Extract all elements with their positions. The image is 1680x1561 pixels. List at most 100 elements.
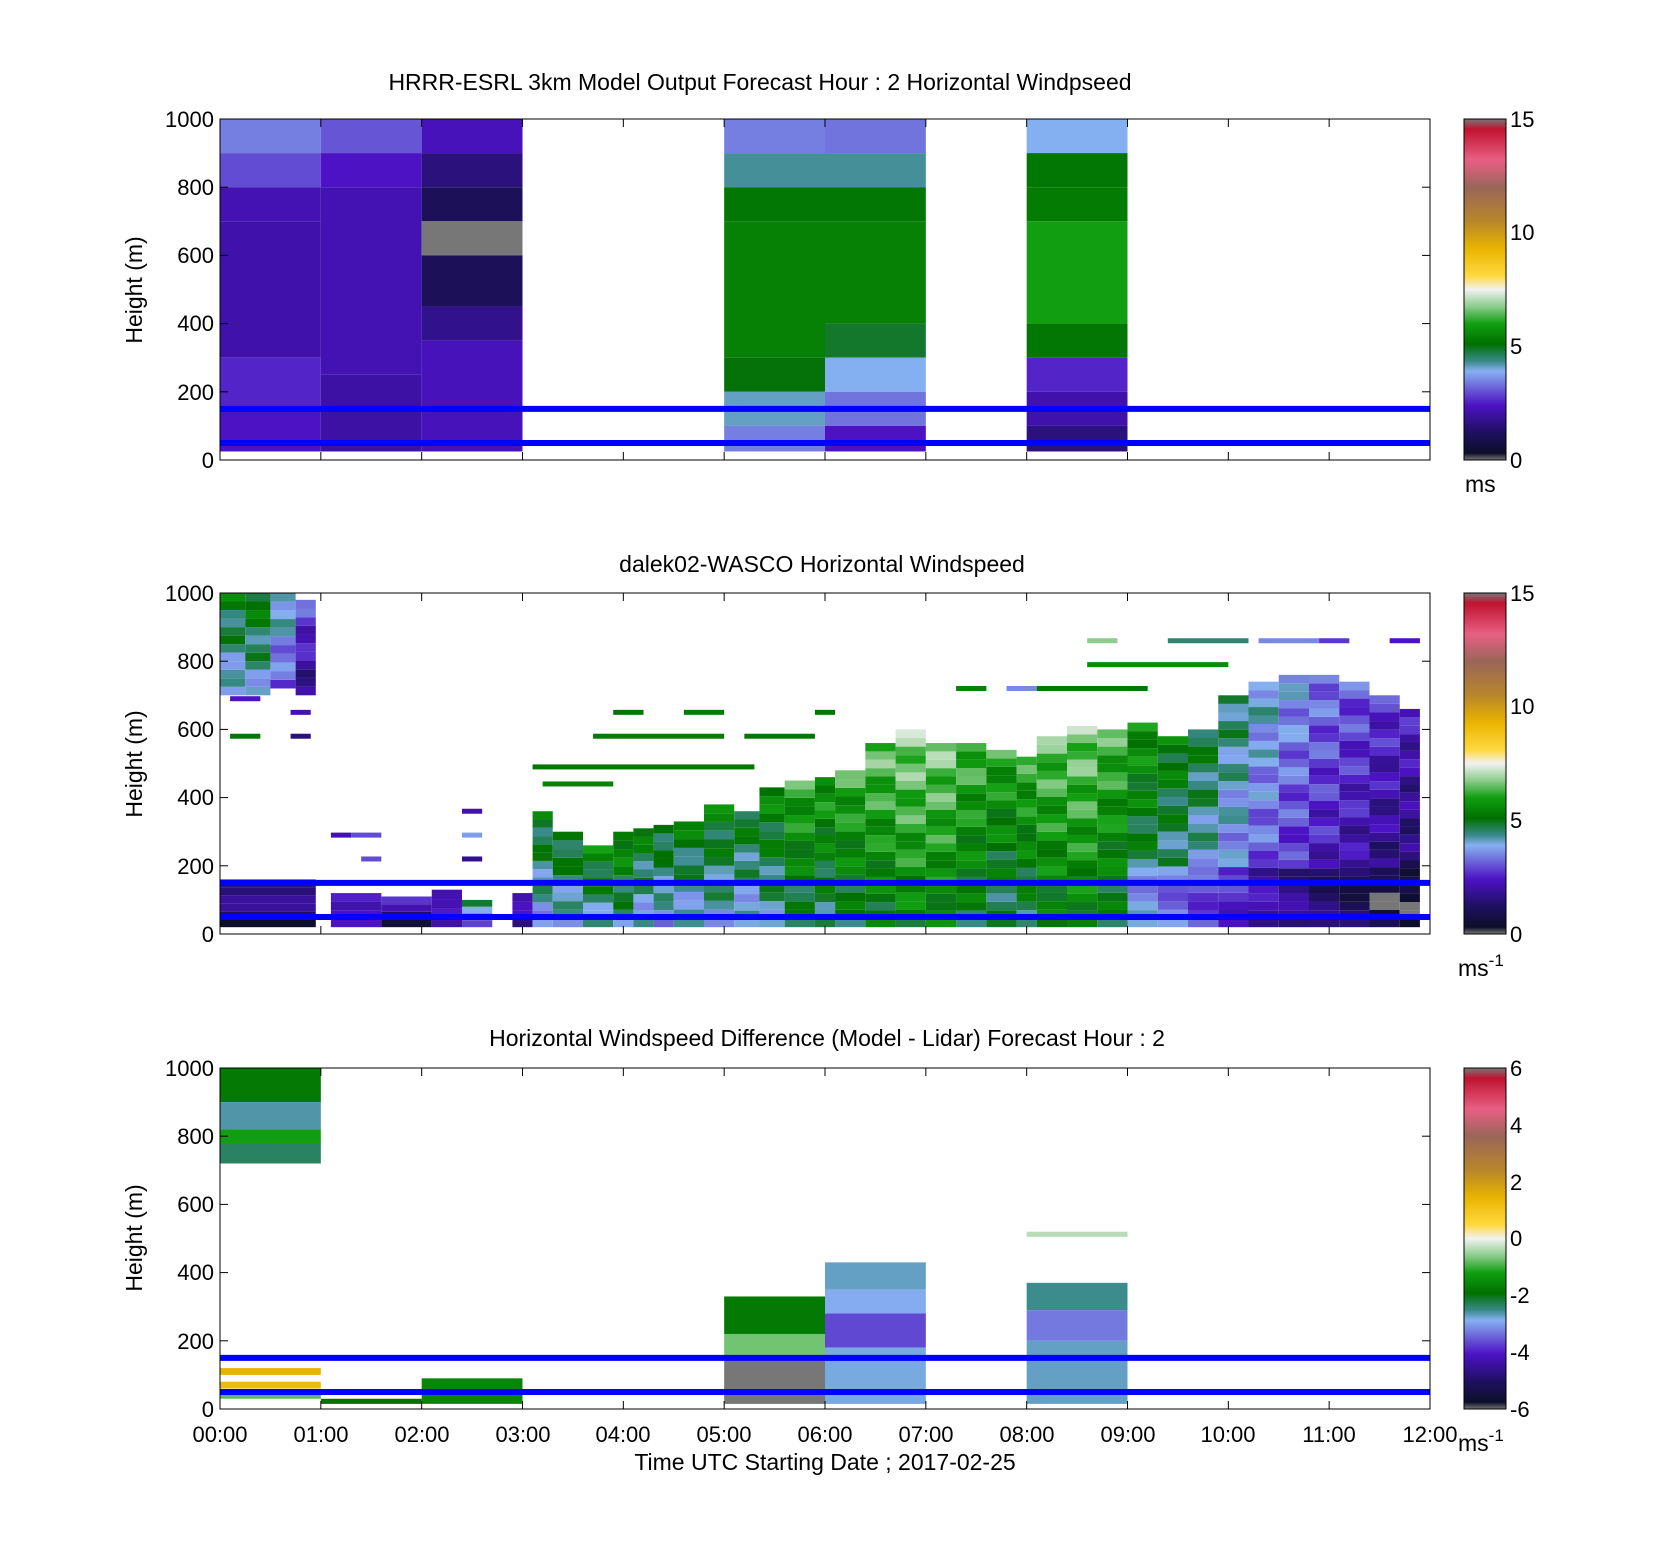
heatmap-cell <box>1248 715 1279 724</box>
heatmap-streak <box>956 685 987 691</box>
heatmap-cell <box>673 883 704 892</box>
heatmap-cell <box>986 901 1017 911</box>
heatmap-cell <box>673 865 704 875</box>
heatmap-cell <box>865 768 896 777</box>
heatmap-cell <box>704 848 735 858</box>
heatmap-cell <box>633 828 654 837</box>
unit-superscript: -1 <box>1489 951 1504 970</box>
heatmap-cell <box>1097 772 1128 781</box>
panel-lidar-title: dalek02-WASCO Horizontal Windspeed <box>619 551 1025 577</box>
heatmap-cell <box>759 787 785 797</box>
heatmap-cell <box>1369 858 1400 868</box>
heatmap-cell <box>1369 721 1400 730</box>
heatmap-cell <box>220 1102 321 1130</box>
heatmap-cell <box>734 885 760 895</box>
heatmap-cell <box>1218 755 1249 765</box>
heatmap-cell <box>1278 691 1309 701</box>
heatmap-cell <box>1097 901 1128 910</box>
heatmap-cell <box>1278 851 1309 860</box>
heatmap-cell <box>1157 788 1188 797</box>
heatmap-cell <box>704 804 735 814</box>
heatmap-cell <box>1157 736 1188 745</box>
heatmap-cell <box>1188 892 1219 902</box>
y-tick-label: 0 <box>202 448 214 473</box>
heatmap-cell <box>295 669 316 678</box>
heatmap-cell <box>1399 792 1420 802</box>
x-tick-label: 08:00 <box>999 1422 1054 1447</box>
heatmap-cell <box>865 826 896 836</box>
heatmap-cell <box>986 792 1017 801</box>
heatmap-cell <box>270 653 296 663</box>
x-tick-label: 00:00 <box>192 1422 247 1447</box>
heatmap-cell <box>724 1357 825 1404</box>
heatmap-cell <box>784 797 815 807</box>
colorbar-speed-lidar <box>1463 592 1507 935</box>
heatmap-cell <box>1036 762 1067 771</box>
y-tick-label: 200 <box>177 380 214 405</box>
heatmap-cell <box>1016 824 1037 834</box>
heatmap-cell <box>1157 814 1188 824</box>
x-tick-label: 02:00 <box>394 1422 449 1447</box>
heatmap-cell <box>895 780 926 790</box>
heatmap-cell <box>1248 690 1279 699</box>
heatmap-cell <box>1188 841 1219 850</box>
y-tick-label: 600 <box>177 717 214 742</box>
heatmap-cell <box>1248 723 1279 733</box>
heatmap-cell <box>1157 770 1188 780</box>
heatmap-cell <box>431 889 462 900</box>
heatmap-cell <box>734 869 760 878</box>
heatmap-cell <box>895 746 926 756</box>
heatmap-cell <box>1218 841 1249 850</box>
colorbar-tick-label: 10 <box>1510 220 1534 245</box>
panel-difference: Horizontal Windspeed Difference (Model -… <box>121 1025 1530 1475</box>
heatmap-cell <box>895 823 926 833</box>
heatmap-cell <box>1309 817 1340 827</box>
heatmap-cell <box>1248 732 1279 741</box>
heatmap-cell <box>220 1143 321 1164</box>
heatmap-cell <box>784 789 815 798</box>
heatmap-cell <box>1339 757 1370 767</box>
heatmap-cell <box>532 902 553 911</box>
panel-difference-title: Horizontal Windspeed Difference (Model -… <box>489 1025 1165 1051</box>
heatmap-cell <box>1036 736 1067 745</box>
heatmap-cell <box>1127 756 1158 766</box>
heatmap-cell <box>724 425 825 452</box>
heatmap-cell <box>1036 779 1067 789</box>
heatmap-cell <box>421 340 523 452</box>
heatmap-cell <box>986 808 1017 818</box>
heatmap-cell <box>245 618 271 628</box>
heatmap-cell <box>1309 918 1340 928</box>
heatmap-cell <box>1309 868 1340 877</box>
heatmap-cell <box>1309 742 1340 751</box>
heatmap-cell <box>1127 722 1158 732</box>
heatmap-cell <box>814 893 836 903</box>
heatmap-cell <box>724 153 825 188</box>
heatmap-cell <box>1218 721 1249 730</box>
heatmap-cell <box>1309 716 1340 726</box>
heatmap-cell <box>462 906 493 914</box>
heatmap-cell <box>1248 681 1279 691</box>
heatmap-cell <box>1067 868 1098 877</box>
heatmap-cell <box>1278 893 1309 902</box>
heatmap-cell <box>1339 791 1370 801</box>
heatmap-cell <box>1248 791 1279 801</box>
heatmap-cell <box>1369 746 1400 756</box>
heatmap-cell <box>1188 780 1219 790</box>
heatmap-cell <box>583 886 614 895</box>
heatmap-cell <box>613 866 634 876</box>
heatmap-cell <box>1157 857 1188 867</box>
heatmap-cell <box>704 813 735 822</box>
heatmap-cell <box>1218 789 1249 799</box>
colorbar-lidar-unit: ms-1 <box>1458 951 1504 981</box>
heatmap-cell <box>673 891 704 901</box>
heatmap-cell <box>865 868 896 877</box>
heatmap-cell <box>1036 866 1067 876</box>
heatmap-cell <box>673 900 704 910</box>
heatmap-cell <box>1188 806 1219 816</box>
heatmap-cell <box>956 751 987 760</box>
heatmap-cell <box>220 635 246 645</box>
heatmap-cell <box>583 861 614 870</box>
heatmap-cell <box>1369 884 1400 893</box>
heatmap-cell <box>1248 808 1279 818</box>
colorbar-tick-label: 5 <box>1510 808 1522 833</box>
